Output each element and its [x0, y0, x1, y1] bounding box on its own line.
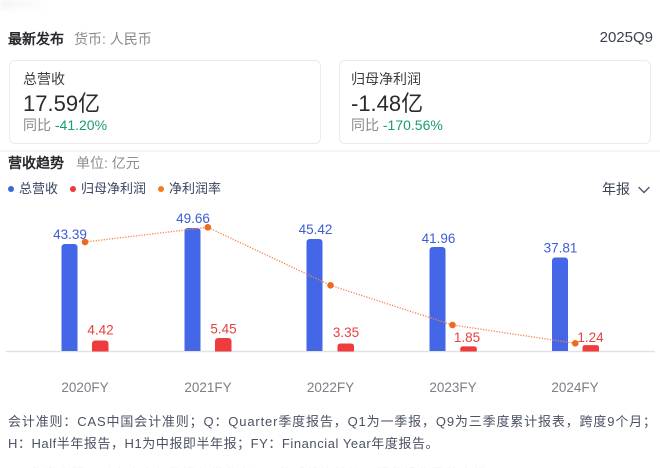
svg-text:5.45: 5.45	[210, 322, 236, 337]
svg-text:43.39: 43.39	[53, 227, 87, 242]
svg-text:2020FY: 2020FY	[61, 380, 108, 395]
svg-text:3.35: 3.35	[333, 325, 359, 340]
svg-text:45.42: 45.42	[299, 222, 333, 237]
svg-text:1.85: 1.85	[454, 330, 480, 345]
svg-text:2023FY: 2023FY	[429, 380, 476, 395]
svg-text:2022FY: 2022FY	[307, 380, 354, 395]
svg-text:41.96: 41.96	[422, 231, 456, 246]
svg-text:4.42: 4.42	[87, 323, 113, 338]
svg-text:37.81: 37.81	[544, 241, 578, 256]
svg-text:2021FY: 2021FY	[184, 380, 231, 395]
svg-text:1.24: 1.24	[577, 330, 604, 345]
svg-text:49.66: 49.66	[176, 211, 210, 226]
svg-text:2024FY: 2024FY	[551, 380, 598, 395]
